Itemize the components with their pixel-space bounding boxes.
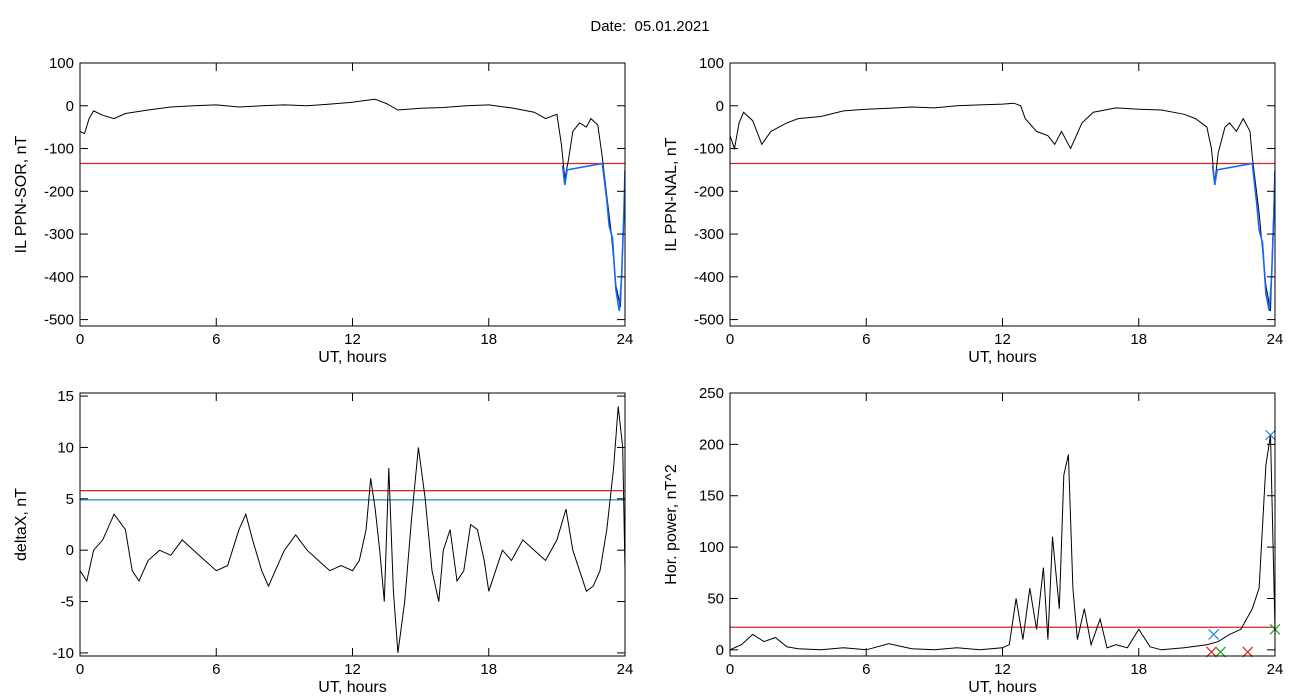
series-line-1 bbox=[730, 435, 1275, 651]
chart-panel-3: 0 6 12 18 24 15 10 5 0 -5 -10 UT, hours deltaX, nT bbox=[13, 388, 633, 696]
marker-5 bbox=[1265, 429, 1276, 441]
x-tick-label: 18 bbox=[480, 331, 497, 348]
x-tick-label: 0 bbox=[76, 661, 84, 678]
series-line-2 bbox=[561, 162, 625, 312]
y-tick-label: 10 bbox=[57, 439, 74, 456]
y-tick-label: -10 bbox=[52, 645, 74, 662]
y-axis-label: deltaX, nT bbox=[13, 488, 30, 561]
y-tick-label: 0 bbox=[66, 98, 74, 115]
x-tick-label: 12 bbox=[994, 661, 1011, 678]
y-tick-label: -100 bbox=[44, 141, 74, 158]
x-axis-label: UT, hours bbox=[318, 349, 386, 366]
y-tick-label: -300 bbox=[44, 226, 74, 243]
y-tick-label: -500 bbox=[694, 312, 724, 329]
y-tick-label: -5 bbox=[61, 594, 74, 611]
series-line-2 bbox=[1211, 162, 1275, 312]
marker-stroke bbox=[1265, 429, 1276, 441]
page-title: Date: 05.01.2021 bbox=[590, 18, 710, 35]
series-line-1 bbox=[80, 98, 625, 307]
x-tick-label: 24 bbox=[617, 661, 634, 678]
x-axis-label: UT, hours bbox=[318, 679, 386, 696]
chart-panel-4: 0 6 12 18 24 250 200 150 100 50 0 UT, hours Hor. pow… bbox=[663, 385, 1283, 696]
marker-stroke bbox=[1205, 646, 1217, 658]
y-tick-label: 50 bbox=[707, 590, 724, 607]
y-tick-label: 0 bbox=[66, 542, 74, 559]
x-tick-label: 0 bbox=[726, 661, 734, 678]
x-tick-label: 6 bbox=[862, 661, 870, 678]
x-tick-label: 18 bbox=[1130, 331, 1147, 348]
x-tick-label: 6 bbox=[862, 331, 870, 348]
y-tick-label: -200 bbox=[694, 183, 724, 200]
x-tick-label: 24 bbox=[1267, 331, 1284, 348]
x-tick-label: 0 bbox=[726, 331, 734, 348]
x-tick-label: 12 bbox=[344, 331, 361, 348]
plot-frame bbox=[729, 62, 1276, 327]
y-tick-label: 5 bbox=[66, 491, 74, 508]
y-tick-label: 0 bbox=[716, 98, 724, 115]
x-tick-label: 24 bbox=[1267, 661, 1284, 678]
x-tick-label: 12 bbox=[344, 661, 361, 678]
x-tick-label: 0 bbox=[76, 331, 84, 348]
marker-2 bbox=[1215, 646, 1226, 658]
y-tick-label: -400 bbox=[44, 269, 74, 286]
y-tick-label: -200 bbox=[44, 183, 74, 200]
x-tick-label: 12 bbox=[994, 331, 1011, 348]
y-tick-label: -100 bbox=[694, 141, 724, 158]
marker-1 bbox=[1208, 629, 1220, 640]
y-tick-label: 250 bbox=[699, 385, 724, 402]
y-tick-label: 150 bbox=[699, 488, 724, 505]
y-tick-label: 200 bbox=[699, 436, 724, 453]
y-tick-label: 0 bbox=[716, 642, 724, 659]
x-axis-label: UT, hours bbox=[968, 349, 1036, 366]
series-line-1 bbox=[730, 102, 1275, 312]
y-tick-label: -500 bbox=[44, 312, 74, 329]
x-tick-label: 24 bbox=[617, 331, 634, 348]
y-tick-label: 100 bbox=[699, 55, 724, 72]
marker-stroke bbox=[1242, 646, 1254, 658]
plot-frame bbox=[729, 392, 1276, 657]
x-tick-label: 18 bbox=[1130, 661, 1147, 678]
chart-panel-1: 0 6 12 18 24 100 0 -100 -200 -300 -400 -500 UT, hour… bbox=[13, 55, 633, 366]
y-tick-label: -300 bbox=[694, 226, 724, 243]
y-axis-label: Hor. power, nT^2 bbox=[663, 464, 680, 585]
y-tick-label: -400 bbox=[694, 269, 724, 286]
y-tick-label: 15 bbox=[57, 388, 74, 405]
marker-3 bbox=[1242, 646, 1254, 658]
x-tick-label: 6 bbox=[212, 331, 220, 348]
series-line-1 bbox=[80, 406, 625, 653]
x-tick-label: 18 bbox=[480, 661, 497, 678]
y-tick-label: 100 bbox=[699, 539, 724, 556]
y-tick-label: 100 bbox=[49, 55, 74, 72]
y-axis-label: IL PPN-SOR, nT bbox=[13, 135, 30, 253]
x-tick-label: 6 bbox=[212, 661, 220, 678]
marker-stroke bbox=[1208, 629, 1220, 640]
marker-stroke bbox=[1215, 646, 1226, 658]
y-axis-label: IL PPN-NAL, nT bbox=[663, 137, 680, 251]
marker-4 bbox=[1205, 646, 1217, 658]
chart-panel-2: 0 6 12 18 24 100 0 -100 -200 -300 -400 -500 UT, hour… bbox=[663, 55, 1283, 366]
plot-frame bbox=[79, 392, 626, 657]
x-axis-label: UT, hours bbox=[968, 679, 1036, 696]
